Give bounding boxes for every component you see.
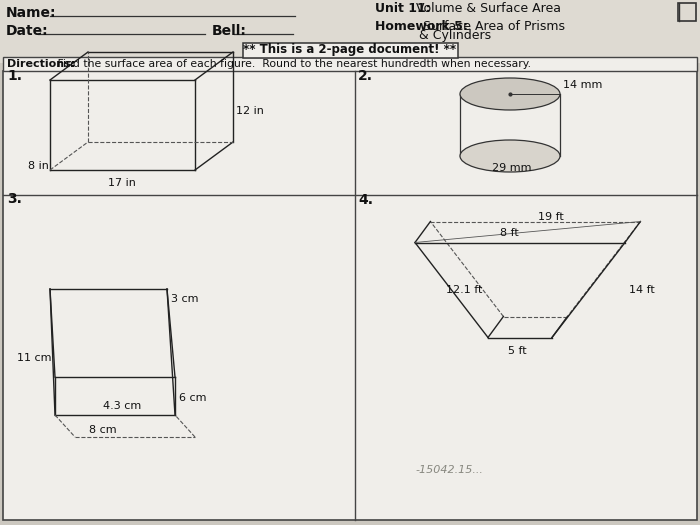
Text: 3 cm: 3 cm: [171, 294, 199, 304]
Text: Unit 11:: Unit 11:: [375, 3, 430, 16]
Text: 17 in: 17 in: [108, 178, 136, 188]
Bar: [242, 43, 458, 58]
Text: 5 ft: 5 ft: [508, 345, 526, 355]
Text: ** This is a 2-page document! **: ** This is a 2-page document! **: [244, 44, 456, 57]
Text: Volume & Surface Area: Volume & Surface Area: [412, 3, 561, 16]
Text: 8 in: 8 in: [28, 161, 49, 171]
Bar: [678, 3, 696, 21]
Text: Date:: Date:: [6, 24, 48, 38]
Text: 8 cm: 8 cm: [89, 425, 117, 435]
Text: 12 in: 12 in: [236, 106, 264, 116]
Text: Bell:: Bell:: [212, 24, 247, 38]
Text: 14 mm: 14 mm: [563, 80, 603, 90]
Text: Name:: Name:: [6, 6, 57, 20]
Text: 14 ft: 14 ft: [629, 285, 655, 295]
Ellipse shape: [460, 78, 560, 110]
Text: 4.3 cm: 4.3 cm: [103, 401, 141, 411]
Bar: [3, 57, 697, 71]
Text: Find the surface area of each figure.  Round to the nearest hundredth when neces: Find the surface area of each figure. Ro…: [54, 59, 531, 69]
Text: Surface Area of Prisms: Surface Area of Prisms: [419, 19, 565, 33]
Text: 1.: 1.: [7, 69, 22, 83]
Text: & Cylinders: & Cylinders: [419, 29, 491, 43]
Ellipse shape: [460, 140, 560, 172]
Text: 19 ft: 19 ft: [538, 212, 564, 222]
Bar: [3, 71, 697, 520]
Text: Directions:: Directions:: [7, 59, 76, 69]
Text: 3.: 3.: [7, 192, 22, 206]
Text: 4.: 4.: [358, 193, 373, 207]
Bar: [0, 0, 700, 63]
Text: 8 ft: 8 ft: [500, 228, 519, 238]
Text: 12.1 ft: 12.1 ft: [446, 285, 482, 295]
Text: 29 mm: 29 mm: [492, 163, 531, 173]
Text: Homework 5:: Homework 5:: [375, 19, 468, 33]
Text: 2.: 2.: [358, 69, 373, 83]
Text: 11 cm: 11 cm: [17, 353, 52, 363]
Text: 6 cm: 6 cm: [179, 393, 206, 403]
Text: -15042.15...: -15042.15...: [415, 465, 483, 475]
